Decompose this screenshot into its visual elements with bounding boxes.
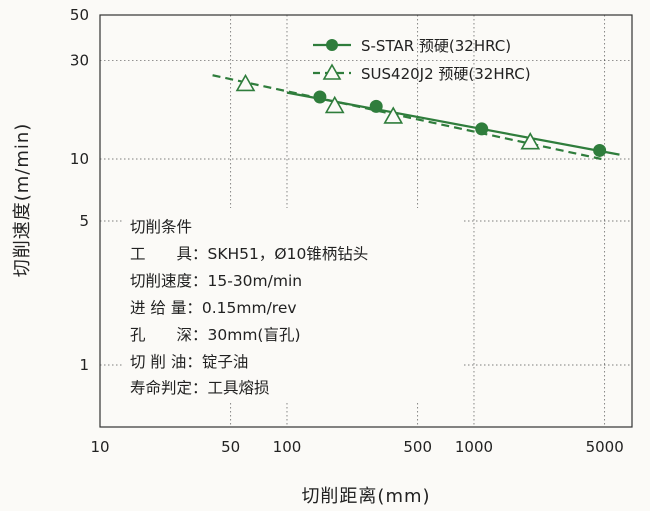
plot-frame <box>99 14 633 428</box>
condition-cutting-oil: 切 削 油：锭子油 <box>130 353 248 371</box>
y-tick-label: 50 <box>70 6 89 24</box>
cutting-conditions-title: 切削条件 <box>130 218 192 236</box>
data-point-s0-1 <box>369 99 383 113</box>
cutting-conditions: 切削条件 工 具：SKH51，Ø10锥柄钻头 切削速度：15-30m/min 进… <box>122 208 462 402</box>
cutting-conditions-box <box>122 208 462 402</box>
x-tick-label: 500 <box>403 438 432 456</box>
tick-labels: 10 50 100 500 1000 5000 50 30 10 5 1 <box>70 6 624 456</box>
x-axis-title: 切削距离(mm) <box>301 486 430 507</box>
data-point-s1-3 <box>520 132 541 150</box>
legend-label-sus420j2: SUS420J2 预硬(32HRC) <box>361 65 531 83</box>
condition-hole-depth: 孔 深：30mm(盲孔) <box>130 326 301 344</box>
condition-life-criterion: 寿命判定：工具熔损 <box>130 379 270 397</box>
x-tick-label: 1000 <box>455 438 493 456</box>
data-point-s0-2 <box>475 122 489 136</box>
condition-feed: 进 给 量：0.15mm/rev <box>130 299 297 317</box>
legend: S-STAR 预硬(32HRC) SUS420J2 预硬(32HRC) <box>313 37 531 83</box>
x-tick-label: 100 <box>273 438 302 456</box>
legend-label-s-star: S-STAR 预硬(32HRC) <box>361 37 511 55</box>
y-tick-label: 1 <box>79 356 89 374</box>
x-tick-label: 5000 <box>586 438 624 456</box>
legend-marker-s-star <box>326 39 338 51</box>
y-tick-label: 30 <box>70 52 89 70</box>
condition-cutting-speed: 切削速度：15-30m/min <box>130 272 302 290</box>
series-line-1 <box>212 74 602 161</box>
series <box>212 73 620 161</box>
legend-marker-sus420j2 <box>322 63 342 80</box>
data-point-s1-0 <box>235 73 256 92</box>
y-tick-label: 5 <box>79 212 89 230</box>
x-tick-label: 50 <box>221 438 240 456</box>
data-point-s1-1 <box>324 95 345 114</box>
condition-tool: 工 具：SKH51，Ø10锥柄钻头 <box>130 245 368 263</box>
y-axis-title: 切削速度(m/min) <box>12 123 33 278</box>
data-point-s0-3 <box>593 143 607 157</box>
y-tick-label: 10 <box>70 150 89 168</box>
data-point-s0-0 <box>313 90 327 104</box>
data-point-s1-2 <box>383 106 404 124</box>
x-tick-label: 10 <box>90 438 109 456</box>
